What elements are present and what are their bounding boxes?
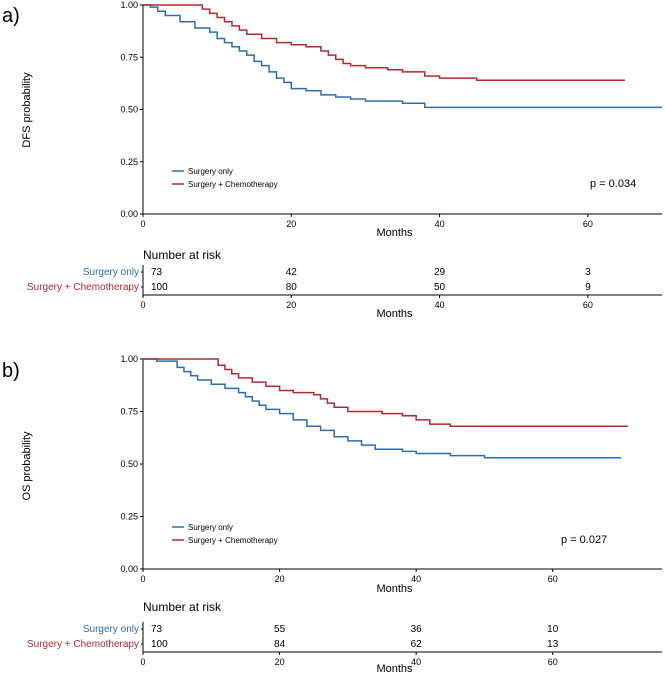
risk-x-tick-label: 60	[548, 657, 558, 667]
risk-x-tick-label: 40	[411, 657, 421, 667]
x-tick-label: 40	[435, 219, 445, 229]
x-tick-label: 20	[275, 574, 285, 584]
y-tick-label: 0.75	[120, 407, 138, 417]
risk-count: 55	[274, 624, 286, 635]
p-value-annotation: p = 0.034	[590, 178, 636, 190]
km-curve-surgery-chemo	[143, 4, 625, 81]
y-axis-title: DFS probability	[21, 72, 33, 148]
risk-count: 84	[274, 639, 286, 650]
x-tick-label: 60	[583, 219, 593, 229]
x-tick-label: 60	[548, 574, 558, 584]
risk-row-label: Surgery + Chemotherapy	[27, 639, 139, 650]
risk-row-label: Surgery only	[83, 267, 139, 278]
y-axis-title: OS probability	[21, 431, 33, 501]
risk-x-axis-title: Months	[376, 663, 413, 675]
x-axis-title: Months	[376, 583, 413, 595]
x-tick-label: 20	[286, 219, 296, 229]
risk-count: 13	[547, 639, 559, 650]
risk-row-label: Surgery only	[83, 624, 139, 635]
y-tick-label: 1.00	[120, 0, 138, 10]
risk-count: 10	[547, 624, 559, 635]
risk-table-title: Number at risk	[143, 600, 222, 614]
x-tick-label: 40	[411, 574, 421, 584]
risk-x-tick-label: 0	[140, 300, 145, 310]
risk-count: 3	[585, 267, 591, 278]
y-tick-label: 0.75	[120, 52, 138, 62]
km-curve-surgery-chemo	[143, 358, 628, 427]
p-value-annotation: p = 0.027	[561, 534, 607, 546]
risk-count: 62	[411, 639, 423, 650]
legend-label: Surgery + Chemotherapy	[188, 180, 278, 189]
km-panel-a: a) DFS probability 0.00 0.25 0.50 0.75 1.00 0 20…	[2, 0, 662, 320]
km-curve-surgery-only	[143, 4, 662, 109]
risk-x-tick-label: 20	[275, 657, 285, 667]
y-tick-label: 0.25	[120, 512, 138, 522]
risk-x-tick-label: 20	[286, 300, 296, 310]
y-tick-label: 1.00	[120, 354, 138, 364]
risk-count: 42	[286, 267, 298, 278]
risk-count: 100	[151, 639, 168, 650]
y-tick-label: 0.50	[120, 459, 138, 469]
y-tick-label: 0.00	[120, 209, 138, 219]
risk-count: 9	[585, 282, 591, 293]
risk-x-tick-label: 60	[583, 300, 593, 310]
risk-count: 73	[151, 267, 163, 278]
km-panel-b: b) OS probability 0.00 0.25 0.50 0.75 1.00 0 20 4…	[2, 354, 662, 675]
risk-x-tick-label: 40	[435, 300, 445, 310]
legend-label: Surgery + Chemotherapy	[188, 536, 278, 545]
risk-count: 80	[286, 282, 298, 293]
x-tick-label: 0	[140, 219, 145, 229]
km-curve-surgery-only	[143, 358, 622, 459]
legend-label: Surgery only	[188, 167, 233, 176]
y-tick-label: 0.25	[120, 157, 138, 167]
risk-row-label: Surgery + Chemotherapy	[27, 282, 139, 293]
risk-count: 36	[411, 624, 423, 635]
x-tick-label: 0	[140, 574, 145, 584]
risk-count: 73	[151, 624, 163, 635]
risk-x-tick-label: 0	[140, 657, 145, 667]
y-tick-label: 0.00	[120, 564, 138, 574]
risk-count: 29	[434, 267, 446, 278]
legend-label: Surgery only	[188, 523, 233, 532]
panel-label: a)	[2, 5, 20, 27]
risk-count: 100	[151, 282, 168, 293]
risk-count: 50	[434, 282, 446, 293]
y-tick-label: 0.50	[120, 105, 138, 115]
panel-label: b)	[2, 360, 20, 382]
risk-x-axis-title: Months	[376, 308, 413, 320]
x-axis-title: Months	[376, 227, 413, 239]
risk-table-title: Number at risk	[143, 248, 222, 262]
